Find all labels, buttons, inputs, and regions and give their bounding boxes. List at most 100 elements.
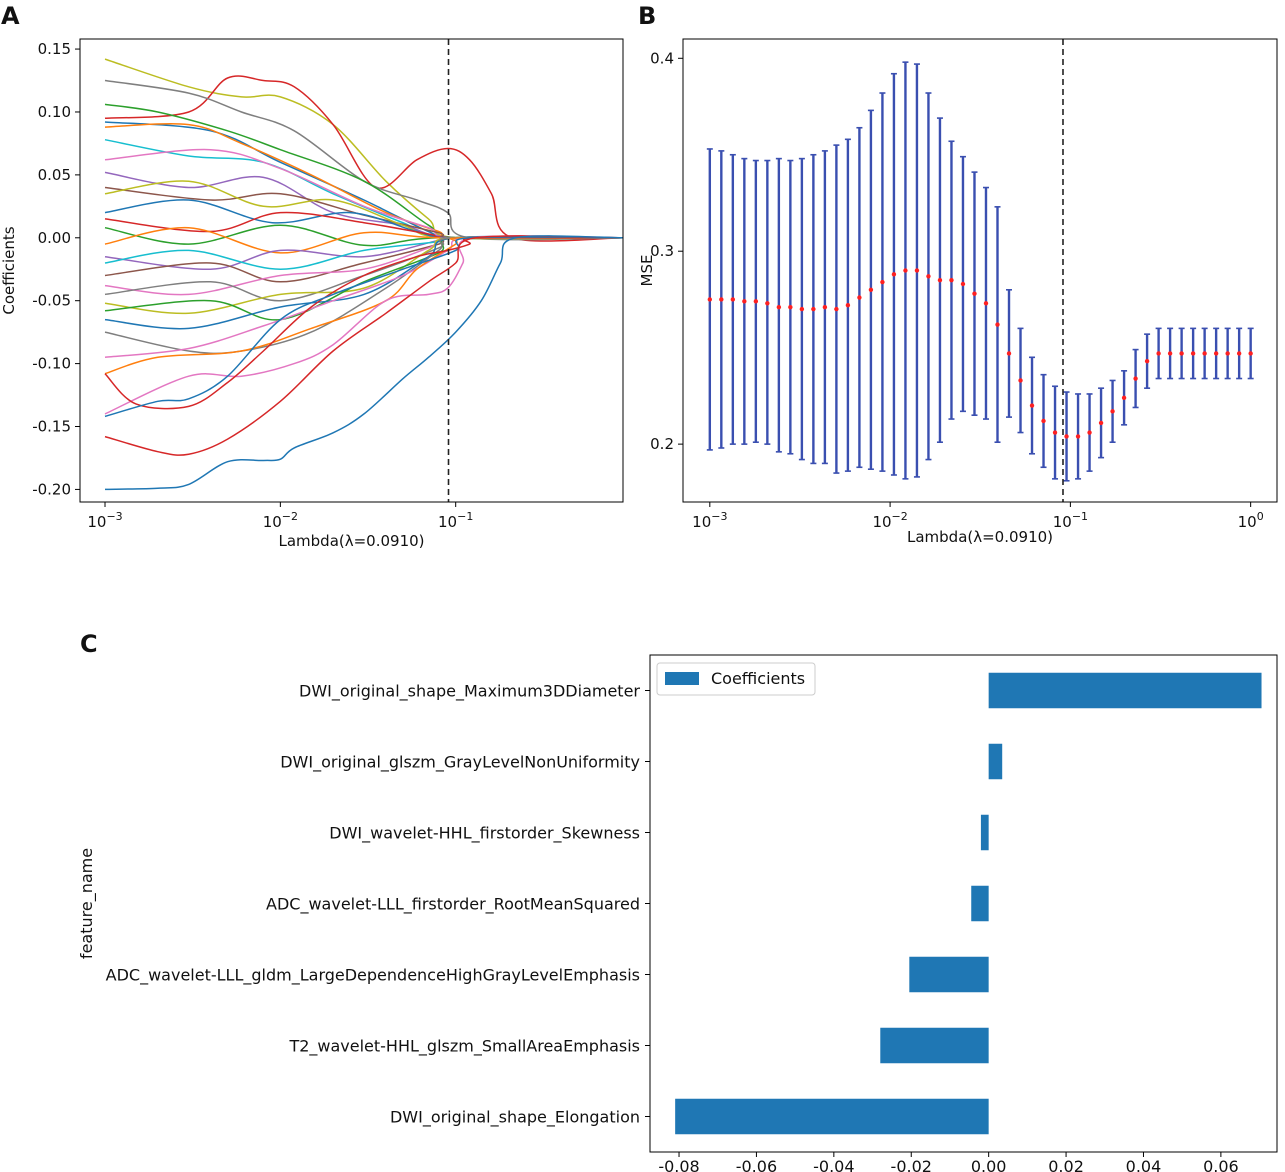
mse-point — [730, 297, 736, 302]
mse-point — [1087, 430, 1092, 435]
x-tick-label: 0.04 — [1126, 1157, 1162, 1172]
coefficient-path — [104, 226, 624, 254]
mse-point — [1167, 351, 1173, 356]
mse-point — [926, 274, 931, 279]
mse-point — [1144, 358, 1150, 364]
mse-point — [1236, 351, 1242, 356]
mse-point — [811, 306, 816, 312]
mse-point — [937, 277, 943, 283]
y-tick-label: -0.10 — [32, 355, 71, 373]
mse-point — [1202, 351, 1207, 356]
coefficient-path — [104, 236, 624, 418]
coefficient-path — [104, 235, 624, 321]
mse-point — [972, 291, 977, 296]
legend-label: Coefficients — [711, 669, 805, 688]
mse-point — [960, 281, 966, 287]
feature-coefficient-chart: DWI_original_shape_Maximum3DDiameter DWI_… — [77, 654, 1278, 1172]
mse-point — [799, 306, 805, 312]
mse-point — [1018, 378, 1023, 383]
x-tick-label: 100 — [1238, 510, 1264, 531]
feature-label: ADC_wavelet-LLL_gldm_LargeDependenceHigh… — [106, 966, 640, 986]
feature-label: DWI_wavelet-HHL_firstorder_Skewness — [329, 824, 640, 844]
plot-frame-a — [79, 38, 624, 503]
mse-point — [1213, 351, 1219, 356]
coefficient-path — [104, 121, 624, 239]
coefficient-path — [104, 236, 624, 410]
feature-label: ADC_wavelet-LLL_firstorder_RootMeanSquar… — [266, 895, 640, 915]
mse-point — [891, 272, 897, 277]
coefficient-path — [104, 236, 624, 375]
mse-point — [707, 297, 713, 302]
x-tick-label: 10−1 — [1053, 510, 1088, 531]
coefficient-bar — [909, 956, 989, 993]
coefficient-bar — [988, 672, 1262, 709]
coefficient-path — [104, 148, 624, 240]
mse-means — [707, 268, 1253, 439]
mse-point — [868, 287, 874, 292]
feature-axis: DWI_original_shape_Maximum3DDiameter DWI_… — [106, 682, 650, 1128]
mse-point — [1029, 403, 1035, 408]
coefficient-bars — [675, 672, 1262, 1135]
mse-point — [949, 277, 954, 283]
mse-point — [765, 301, 770, 306]
y-tick-label: 0.4 — [650, 49, 674, 67]
mse-point — [822, 304, 828, 310]
mse-point — [845, 303, 851, 308]
mse-point — [776, 304, 782, 310]
mse-point — [1041, 418, 1046, 424]
x-tick-label: -0.06 — [736, 1157, 777, 1172]
x-tick-label: 0.02 — [1048, 1157, 1084, 1172]
mse-point — [880, 279, 885, 285]
y-tick-label: 0.3 — [650, 242, 674, 260]
legend-box — [656, 662, 816, 696]
mse-point — [903, 268, 908, 273]
mse-point — [1075, 434, 1081, 439]
x-tick-label: -0.02 — [891, 1157, 932, 1172]
coefficient-bar — [980, 814, 989, 851]
mse-point — [1110, 409, 1115, 414]
y-axis-label-c: feature_name — [77, 848, 97, 959]
mse-errorbars — [706, 61, 1254, 482]
coefficient-path — [104, 138, 624, 240]
mse-point — [1006, 351, 1012, 356]
mse-point — [1133, 376, 1138, 381]
y-tick-label: 0.15 — [38, 40, 71, 58]
x-tick-label: -0.08 — [658, 1157, 699, 1172]
x-tick-label: 10−2 — [872, 510, 907, 531]
panel-label-a: A — [1, 2, 20, 30]
mse-point — [1179, 351, 1184, 356]
legend: Coefficients — [656, 662, 816, 696]
mse-point — [834, 306, 839, 312]
mse-point — [1190, 351, 1196, 356]
plot-frame-c — [649, 654, 1278, 1153]
feature-label: T2_wavelet-HHL_glszm_SmallAreaEmphasis — [288, 1037, 640, 1057]
coefficient-path — [104, 235, 624, 415]
coefficient-bar — [675, 1098, 989, 1135]
x-tick-label: 0.00 — [971, 1157, 1007, 1172]
y-tick-label: 0.10 — [38, 103, 71, 121]
y-tick-label: 0.2 — [650, 435, 674, 453]
y-tick-label: -0.05 — [32, 292, 71, 310]
x-axis-label-b: Lambda(λ=0.0910) — [907, 528, 1053, 546]
coefficient-path — [104, 235, 624, 491]
panel-label-c: C — [80, 630, 98, 658]
mse-point — [719, 297, 724, 302]
mse-point — [1156, 351, 1161, 356]
coefficient-path — [104, 235, 624, 456]
plot-frame-b — [682, 38, 1278, 503]
y-tick-label: 0.00 — [38, 229, 71, 247]
y-axis-a: 0.15 0.10 0.05 0.00 -0.05 -0.10 -0.15 -0.20 — [32, 40, 80, 498]
y-tick-label: -0.15 — [32, 418, 71, 436]
coefficient-paths — [104, 58, 624, 491]
coefficient-bar — [988, 743, 1003, 780]
mse-point — [1121, 395, 1127, 401]
coefficient-bar — [880, 1027, 989, 1064]
mse-point — [788, 304, 793, 310]
y-axis-label-a: Coefficients — [0, 226, 18, 314]
feature-label: DWI_original_shape_Elongation — [390, 1108, 640, 1128]
y-tick-label: 0.05 — [38, 166, 71, 184]
mse-point — [1225, 351, 1230, 356]
coefficient-path — [104, 211, 624, 239]
mse-point — [753, 299, 759, 304]
